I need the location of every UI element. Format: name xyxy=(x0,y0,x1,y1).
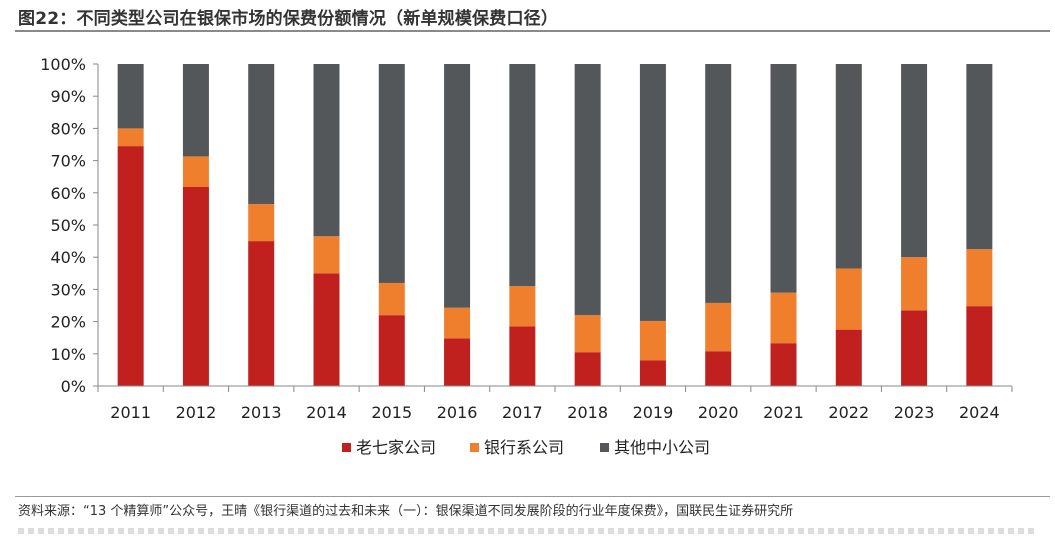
title-divider xyxy=(15,30,1050,32)
legend-label: 其他中小公司 xyxy=(614,438,710,457)
y-tick-label: 50% xyxy=(50,216,86,235)
bar-2017-其他中小公司 xyxy=(509,64,535,286)
footer-divider xyxy=(15,496,1050,497)
legend-swatch-老七家公司 xyxy=(342,443,351,452)
x-tick-label: 2013 xyxy=(241,403,282,422)
bar-2019-其他中小公司 xyxy=(640,64,666,321)
x-tick-label: 2018 xyxy=(567,403,608,422)
y-tick-label: 70% xyxy=(50,152,86,171)
legend-label: 银行系公司 xyxy=(484,438,564,457)
bar-2022-老七家公司 xyxy=(836,330,862,386)
bar-series-group xyxy=(118,64,993,386)
bar-2024-老七家公司 xyxy=(966,306,992,386)
cropped-text-line xyxy=(18,528,1038,534)
bar-2011-其他中小公司 xyxy=(118,64,144,128)
x-tick-label: 2015 xyxy=(371,403,412,422)
x-tick-label: 2019 xyxy=(633,403,674,422)
bar-2024-银行系公司 xyxy=(966,249,992,306)
x-tick-label: 2014 xyxy=(306,403,347,422)
y-tick-label: 90% xyxy=(50,87,86,106)
x-tick-label: 2022 xyxy=(828,403,869,422)
x-tick-label: 2023 xyxy=(894,403,935,422)
figure-title: 图22：不同类型公司在银保市场的保费份额情况（新单规模保费口径） xyxy=(18,4,558,29)
bar-2020-其他中小公司 xyxy=(705,64,731,303)
y-tick-label: 30% xyxy=(50,280,86,299)
bar-2014-其他中小公司 xyxy=(314,64,340,236)
y-axis: 0% 10% 20% 30% 40% 50% 60% 70% 80% 90% 100% xyxy=(40,55,98,396)
bar-2011-老七家公司 xyxy=(118,146,144,386)
x-tick-label: 2017 xyxy=(502,403,543,422)
y-tick-label: 40% xyxy=(50,248,86,267)
legend-swatch-银行系公司 xyxy=(470,443,479,452)
x-axis: 2011 2012 2013 2014 2015 2016 2017 2018 2019 2020… xyxy=(98,386,1012,422)
bar-2013-老七家公司 xyxy=(248,241,274,386)
x-tick-label: 2011 xyxy=(110,403,151,422)
x-tick-label: 2024 xyxy=(959,403,1000,422)
bar-2017-银行系公司 xyxy=(509,286,535,326)
y-tick-label: 80% xyxy=(50,119,86,138)
bar-2014-老七家公司 xyxy=(314,273,340,386)
y-tick-label: 100% xyxy=(40,55,86,74)
bar-2018-老七家公司 xyxy=(575,352,601,386)
bar-2015-银行系公司 xyxy=(379,283,405,315)
bar-2016-其他中小公司 xyxy=(444,64,470,308)
bar-2013-银行系公司 xyxy=(248,204,274,241)
y-tick-label: 0% xyxy=(61,377,86,396)
x-tick-label: 2020 xyxy=(698,403,739,422)
bar-2022-银行系公司 xyxy=(836,268,862,329)
bar-2012-其他中小公司 xyxy=(183,64,209,156)
bar-2020-老七家公司 xyxy=(705,351,731,386)
bar-2012-老七家公司 xyxy=(183,187,209,386)
x-tick-label: 2021 xyxy=(763,403,804,422)
bar-2012-银行系公司 xyxy=(183,156,209,187)
bar-2021-银行系公司 xyxy=(771,293,797,344)
y-tick-label: 60% xyxy=(50,184,86,203)
bar-2018-银行系公司 xyxy=(575,315,601,352)
bar-2017-老七家公司 xyxy=(509,326,535,386)
bar-2023-银行系公司 xyxy=(901,257,927,310)
y-tick-label: 20% xyxy=(50,313,86,332)
bar-2019-老七家公司 xyxy=(640,360,666,386)
bar-2021-老七家公司 xyxy=(771,343,797,386)
legend-label: 老七家公司 xyxy=(356,438,436,457)
bar-2021-其他中小公司 xyxy=(771,64,797,293)
source-note: 资料来源：“13 个精算师”公众号，王晴《银行渠道的过去和未来（一）：银保渠道不… xyxy=(18,500,793,519)
bar-2011-银行系公司 xyxy=(118,128,144,146)
bar-2016-老七家公司 xyxy=(444,338,470,386)
bar-2019-银行系公司 xyxy=(640,321,666,360)
bar-2022-其他中小公司 xyxy=(836,64,862,268)
bar-2023-其他中小公司 xyxy=(901,64,927,257)
bar-2016-银行系公司 xyxy=(444,308,470,339)
stacked-bar-chart: 0%10%20%30%40%50%60%70%80%90%100% 2011 20… xyxy=(0,34,1055,474)
bar-2020-银行系公司 xyxy=(705,303,731,351)
bar-2015-其他中小公司 xyxy=(379,64,405,283)
bar-2024-其他中小公司 xyxy=(966,64,992,249)
bar-2023-老七家公司 xyxy=(901,310,927,386)
bar-2013-其他中小公司 xyxy=(248,64,274,204)
bar-2015-老七家公司 xyxy=(379,315,405,386)
x-tick-label: 2016 xyxy=(437,403,478,422)
y-tick-label: 10% xyxy=(50,345,86,364)
bar-2014-银行系公司 xyxy=(314,236,340,273)
x-tick-label: 2012 xyxy=(176,403,217,422)
bar-2018-其他中小公司 xyxy=(575,64,601,315)
legend-swatch-其他中小公司 xyxy=(600,443,609,452)
legend: 老七家公司 银行系公司 其他中小公司 xyxy=(342,438,710,457)
